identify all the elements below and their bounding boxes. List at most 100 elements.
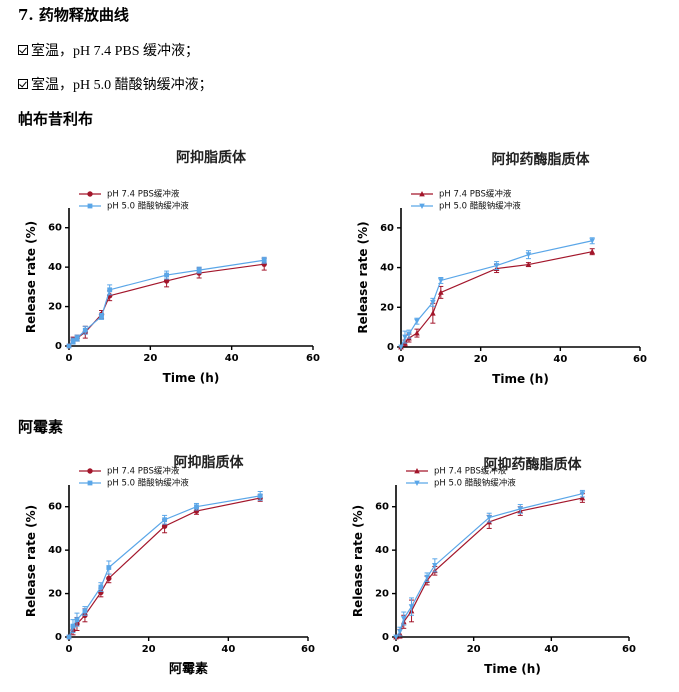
data-point bbox=[74, 617, 80, 623]
legend-marker bbox=[419, 203, 425, 209]
series-2 bbox=[66, 491, 263, 640]
data-point bbox=[424, 574, 430, 581]
legend-label: pH 5.0 醋酸钠缓冲液 bbox=[107, 478, 189, 489]
y-tick-label: 40 bbox=[380, 263, 394, 274]
chart-title: 阿抑脂质体 bbox=[176, 149, 247, 166]
data-point bbox=[589, 238, 595, 244]
data-point bbox=[414, 330, 420, 336]
data-point bbox=[402, 334, 408, 341]
release-chart-3: 阿抑脂质体 0 20 40 60 0 20 40 60 阿霉素 Release rate (%) pH… bbox=[24, 454, 315, 677]
x-tick-label: 60 bbox=[306, 353, 320, 364]
data-point bbox=[486, 515, 492, 521]
checked-box-icon bbox=[18, 79, 28, 89]
data-point bbox=[66, 634, 72, 640]
data-point bbox=[107, 287, 113, 293]
legend-label: pH 7.4 PBS缓冲液 bbox=[434, 466, 507, 477]
data-point bbox=[589, 248, 595, 255]
series-2 bbox=[398, 237, 595, 350]
y-tick-label: 40 bbox=[48, 545, 62, 556]
data-point bbox=[106, 575, 112, 582]
data-point bbox=[161, 523, 168, 529]
data-point bbox=[257, 493, 263, 499]
y-tick-label: 60 bbox=[380, 223, 394, 234]
data-point bbox=[74, 335, 80, 341]
chart-title: 阿抑脂质体 bbox=[174, 454, 245, 471]
legend-label: pH 7.4 PBS缓冲液 bbox=[107, 466, 180, 477]
drug-group-heading-2: 阿霉素 bbox=[18, 418, 64, 436]
y-tick-label: 20 bbox=[375, 589, 389, 600]
data-point bbox=[194, 504, 199, 510]
x-axis-label: Time (h) bbox=[484, 662, 541, 676]
legend-label: pH 5.0 醋酸钠缓冲液 bbox=[107, 201, 189, 212]
data-point bbox=[82, 327, 88, 333]
checked-box-icon bbox=[18, 45, 28, 55]
legend-label: pH 7.4 PBS缓冲液 bbox=[107, 189, 180, 200]
y-tick-label: 20 bbox=[48, 302, 62, 313]
release-chart-2: 阿抑药酶脂质体 0 20 40 60 0 20 40 60 Time (h) Release rat… bbox=[356, 151, 647, 386]
y-axis-label: Release rate (%) bbox=[24, 505, 38, 617]
x-tick-label: 20 bbox=[474, 354, 488, 365]
x-axis-label: 阿霉素 bbox=[169, 661, 208, 677]
x-tick-label: 60 bbox=[301, 644, 315, 655]
x-tick-label: 60 bbox=[622, 644, 636, 655]
data-point bbox=[517, 506, 524, 512]
series-2 bbox=[393, 489, 586, 640]
chart-title: 阿抑药酶脂质体 bbox=[484, 456, 583, 473]
legend-marker bbox=[414, 468, 420, 474]
data-point bbox=[163, 278, 170, 284]
data-point bbox=[525, 252, 532, 258]
x-tick-label: 0 bbox=[66, 353, 73, 364]
y-axis-label: Release rate (%) bbox=[351, 505, 365, 617]
y-tick-label: 0 bbox=[55, 632, 62, 643]
legend-marker bbox=[414, 480, 420, 486]
data-point bbox=[106, 565, 112, 570]
condition-line-1: 室温，pH 7.4 PBS 缓冲液； bbox=[18, 40, 199, 60]
x-tick-label: 40 bbox=[553, 354, 567, 365]
condition-line-2: 室温，pH 5.0 醋酸钠缓冲液； bbox=[18, 74, 213, 94]
y-tick-label: 20 bbox=[48, 589, 62, 600]
y-axis-label: Release rate (%) bbox=[24, 221, 38, 333]
data-point bbox=[408, 604, 415, 610]
data-point bbox=[579, 491, 586, 497]
data-point bbox=[398, 344, 404, 350]
y-tick-label: 0 bbox=[382, 632, 389, 643]
y-tick-label: 0 bbox=[55, 341, 62, 352]
data-point bbox=[430, 310, 436, 316]
x-tick-label: 0 bbox=[393, 644, 400, 655]
data-point bbox=[261, 257, 267, 263]
x-tick-label: 0 bbox=[398, 354, 405, 365]
x-tick-label: 40 bbox=[225, 353, 239, 364]
y-axis-label: Release rate (%) bbox=[356, 221, 370, 333]
x-tick-label: 60 bbox=[633, 354, 647, 365]
y-tick-label: 60 bbox=[375, 502, 389, 513]
y-tick-label: 40 bbox=[375, 545, 389, 556]
y-tick-label: 40 bbox=[48, 262, 62, 273]
data-point bbox=[432, 562, 438, 569]
data-point bbox=[493, 263, 500, 269]
series-line bbox=[400, 240, 593, 348]
x-tick-label: 20 bbox=[142, 644, 156, 655]
release-chart-1: 阿抑脂质体 0 20 40 60 0 20 40 60 Time (h) Release rate … bbox=[24, 149, 320, 385]
x-tick-label: 0 bbox=[66, 644, 73, 655]
x-tick-label: 40 bbox=[544, 644, 558, 655]
data-point bbox=[579, 495, 586, 501]
drug-group-heading-1: 帕布昔利布 bbox=[18, 110, 94, 128]
legend-marker bbox=[87, 468, 93, 474]
data-point bbox=[70, 338, 76, 344]
y-tick-label: 20 bbox=[380, 302, 394, 313]
data-point bbox=[66, 343, 72, 349]
data-point bbox=[162, 517, 167, 523]
condition-text-2: 室温，pH 5.0 醋酸钠缓冲液； bbox=[31, 78, 213, 93]
legend-marker bbox=[87, 480, 93, 486]
section-title: 7. 药物释放曲线 bbox=[18, 6, 129, 24]
legend-label: pH 5.0 醋酸钠缓冲液 bbox=[434, 478, 516, 489]
y-tick-label: 60 bbox=[48, 502, 62, 513]
data-point bbox=[438, 278, 444, 284]
data-point bbox=[196, 267, 202, 273]
data-point bbox=[406, 331, 412, 338]
condition-text-1: 室温，pH 7.4 PBS 缓冲液； bbox=[31, 44, 200, 59]
data-point bbox=[98, 584, 104, 590]
data-point bbox=[99, 314, 104, 319]
data-point bbox=[525, 261, 532, 267]
chart-title: 阿抑药酶脂质体 bbox=[492, 151, 591, 168]
